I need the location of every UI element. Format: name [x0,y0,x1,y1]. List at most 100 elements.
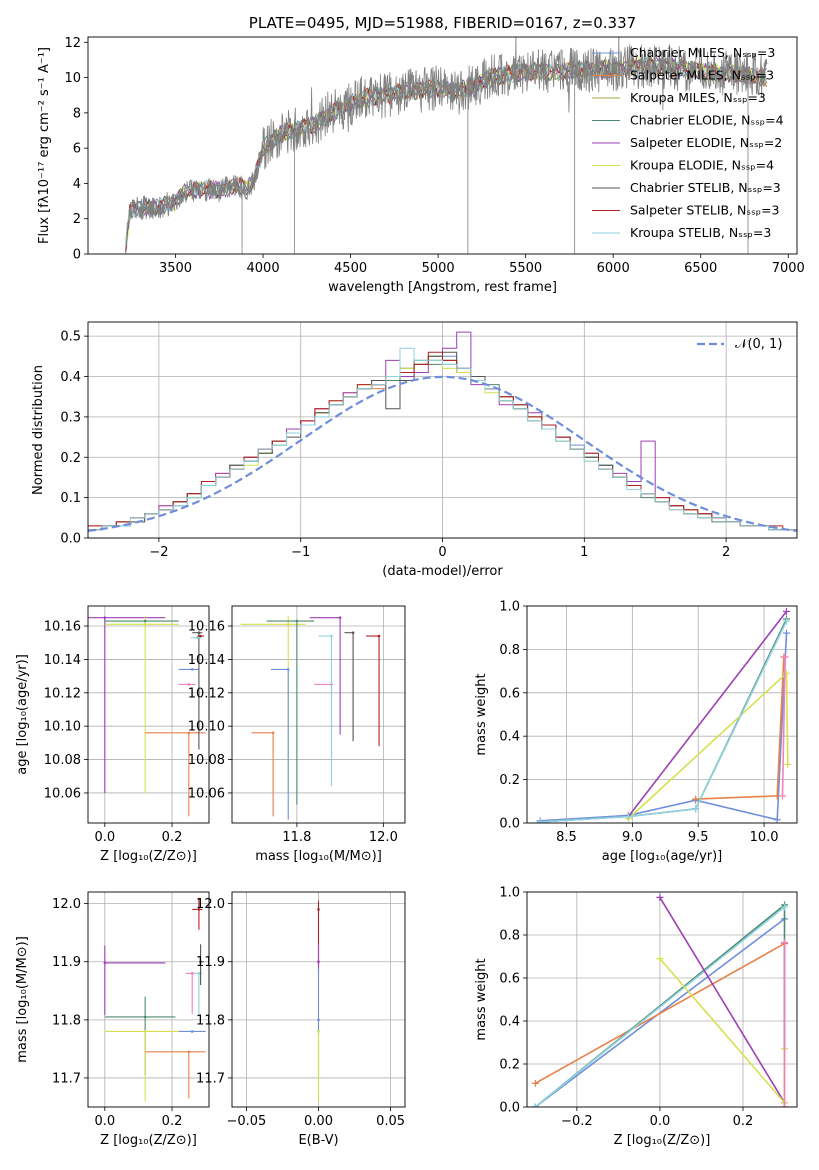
data-point [317,1018,320,1022]
y-tick-label: 12 [64,36,81,51]
axes-frame [526,605,798,824]
axes-frame [87,36,798,255]
y-tick-label: 0.0 [499,817,520,832]
y-tick-label: 11.7 [52,1071,81,1086]
y-tick-label: 11.9 [52,955,81,970]
axes-frame [231,891,406,1108]
y-tick-label: 10.16 [188,620,225,635]
legend-entry: Salpeter STELIB, Nₛₛₚ=3 [630,203,780,218]
x-axis-label: age [log₁₀(age/yr)] [602,849,723,864]
plot-area [88,616,206,817]
plot-area [88,331,797,538]
legend-entry: Kroupa STELIB, Nₛₛₚ=3 [630,225,771,240]
x-tick-label: 9.5 [688,830,709,845]
y-tick-label: 4 [73,177,81,192]
y-tick-label: 0.0 [499,1101,520,1116]
data-point [199,960,202,964]
gaussian-curve [88,375,797,532]
axes-frame [87,321,798,539]
y-axis-label: Flux [fλ10⁻¹⁷ erg cm⁻² s⁻¹ A⁻¹] [37,47,52,244]
panel-0: 3500 4000 4500 5000 5500 6000 6500 7000 0 2 4 6 8 10 1… [37,14,805,295]
y-tick-label: 1.0 [499,600,520,615]
legend: Chabrier MILES, Nₛₛₚ=3 Salpeter MILES, Nₛ… [592,45,784,240]
x-tick-label: 5000 [422,261,455,276]
plot-area [240,616,381,820]
y-tick-label: 0.6 [499,972,520,987]
data-point [187,683,191,686]
x-tick-label: 4000 [247,261,280,276]
x-tick-label: 0.00 [304,1114,333,1129]
y-tick-label: 0.2 [499,1058,520,1073]
y-tick-label: 11.9 [196,955,225,970]
legend-entry: Chabrier STELIB, Nₛₛₚ=3 [630,180,781,195]
y-tick-label: 0.2 [60,451,81,466]
axes-frame [526,891,798,1108]
y-tick-label: 10 [64,71,81,86]
data-point [190,668,194,671]
data-point [197,631,201,635]
data-point [187,731,191,735]
panel-4: 8.5 9.0 9.5 10.0 0.0 0.2 0.4 0.6 0.8 1.0 age [log₁… [474,600,798,864]
x-axis-label: wavelength [Angstrom, rest frame] [328,280,557,295]
y-tick-label: 0.8 [499,643,520,658]
y-tick-label: 0.4 [499,730,520,745]
y-axis-label: Normed distribution [31,365,46,495]
data-point [195,636,199,640]
y-tick-label: 1.0 [499,886,520,901]
y-tick-label: 0.4 [499,1015,520,1030]
x-tick-label: −1 [291,545,310,560]
y-tick-label: 0.3 [60,410,81,425]
data-point [143,1030,147,1033]
x-tick-label: 0 [438,545,446,560]
y-tick-label: 10.14 [44,653,81,668]
axes-frame [87,605,210,824]
y-tick-label: 6 [73,142,81,157]
data-point [143,619,147,623]
legend-entry: Chabrier MILES, Nₛₛₚ=3 [630,45,775,60]
data-point [377,634,381,638]
data-point [143,623,147,626]
x-tick-label: 11.8 [282,830,311,845]
x-tick-label: 2 [722,545,730,560]
data-point [781,653,789,661]
x-axis-label: Z [log₁₀(Z/Z⊙)] [614,1133,711,1148]
x-axis-label: mass [log₁₀(M/M⊙)] [255,849,382,864]
x-tick-label: 12.0 [369,830,398,845]
data-point [286,668,290,671]
x-tick-label: −2 [149,545,168,560]
y-tick-label: 0.0 [60,532,81,547]
observed-spectrum [125,37,768,254]
data-point [317,1030,320,1033]
y-axis-label: mass weight [474,673,489,755]
data-point [656,955,664,963]
x-tick-label: 1 [580,545,588,560]
data-point [536,818,544,823]
data-point [781,1103,789,1107]
x-tick-label: 0.05 [376,1114,405,1129]
data-point [531,1079,539,1087]
weight-series [534,906,786,1107]
plot-area [103,897,206,1102]
data-point [187,1050,191,1054]
y-tick-label: 0.8 [499,929,520,944]
x-tick-label: 0.0 [94,830,115,845]
data-point [330,634,333,638]
x-tick-label: 9.0 [622,830,643,845]
plot-area [125,37,768,254]
data-point [317,908,320,911]
weight-series [627,610,788,817]
y-tick-label: 0 [73,248,81,263]
x-axis-label: Z [log₁₀(Z/Z⊙)] [100,1133,197,1148]
chart-title: PLATE=0495, MJD=51988, FIBERID=0167, z=0… [249,14,636,32]
x-tick-label: 4500 [334,261,367,276]
data-point [773,816,781,823]
data-point [338,616,342,619]
x-tick-label: 0.0 [650,1114,671,1129]
data-point [199,634,202,638]
data-point [271,731,275,735]
x-tick-label: 7000 [772,261,805,276]
data-point [103,961,107,965]
y-tick-label: 11.8 [196,1013,225,1028]
y-tick-label: 8 [73,106,81,121]
